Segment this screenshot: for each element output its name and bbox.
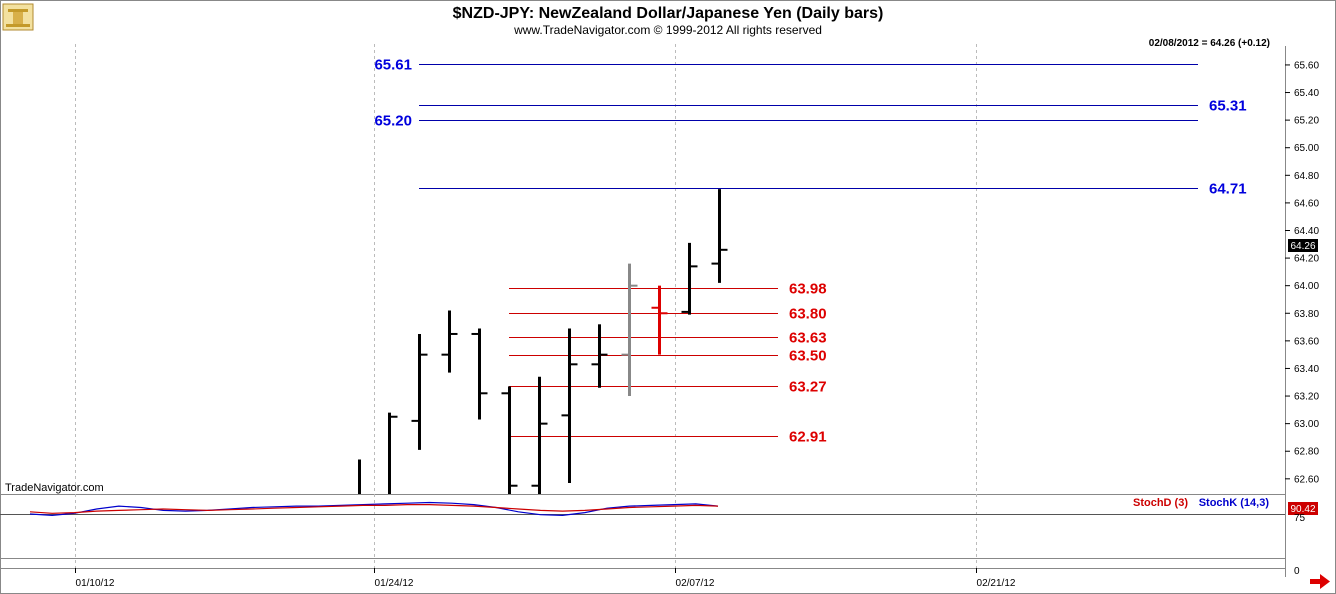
chart-subtitle: www.TradeNavigator.com © 1999-2012 All r…: [513, 23, 822, 37]
y-tick-label: 64.80: [1294, 171, 1319, 182]
y-tick-label: 63.00: [1294, 419, 1319, 430]
y-tick-label: 64.60: [1294, 198, 1319, 209]
x-axis: 01/10/12 01/24/12 02/07/12 02/21/12: [75, 568, 1016, 589]
stochastic-panel: [0, 501, 1285, 517]
x-tick-label: 01/24/12: [375, 578, 414, 589]
y-tick-label: 62.80: [1294, 447, 1319, 458]
price-levels: 65.61 65.31 65.20 64.71 63.98 63.80 63.6363.50…: [374, 57, 1246, 446]
x-tick-label: 02/21/12: [977, 578, 1016, 589]
y-tick-label: 64.20: [1294, 254, 1319, 265]
red-level-label: 63.80: [789, 306, 827, 323]
red-level-label: 63.98: [789, 281, 827, 298]
y-tick-label: 63.40: [1294, 364, 1319, 375]
last-quote-label: 02/08/2012 = 64.26 (+0.12): [1149, 38, 1270, 49]
y-tick-label: 62.60: [1294, 474, 1319, 485]
red-level-label: 63.27: [789, 379, 827, 396]
trade-navigator-logo-icon: [2, 3, 34, 31]
y-tick-label: 63.20: [1294, 392, 1319, 403]
stoch-value-tag: [1288, 502, 1318, 515]
stoch-tick-0: 0: [1294, 566, 1300, 577]
red-level-label: 62.91: [789, 429, 827, 446]
y-tick-label: 65.20: [1294, 116, 1319, 127]
y-tick-label: 63.80: [1294, 309, 1319, 320]
current-price-label: 64.26: [1290, 241, 1315, 252]
y-tick-label: 65.40: [1294, 88, 1319, 99]
blue-level-label: 65.20: [374, 113, 412, 130]
stoch-tick-75: 75: [1294, 513, 1306, 524]
legend-stoch-k: StochK (14,3): [1199, 497, 1270, 509]
y-tick-label: 63.60: [1294, 336, 1319, 347]
watermark-text: TradeNavigator.com: [5, 482, 104, 494]
blue-level-label: 64.71: [1209, 181, 1247, 198]
y-tick-label: 65.60: [1294, 60, 1319, 71]
x-tick-label: 02/07/12: [676, 578, 715, 589]
y-axis: 65.60 65.40 65.20 65.00 64.80 64.60 64.40 64.20…: [1285, 60, 1319, 485]
stoch-d-line: [29, 504, 719, 514]
blue-level-label: 65.61: [374, 57, 412, 74]
x-tick-label: 01/10/12: [76, 578, 115, 589]
chart-title: $NZD-JPY: NewZealand Dollar/Japanese Yen…: [453, 5, 884, 22]
y-tick-label: 65.00: [1294, 143, 1319, 154]
y-tick-label: 64.00: [1294, 281, 1319, 292]
price-bars: [358, 189, 728, 494]
scroll-right-arrow-icon[interactable]: [1310, 574, 1330, 589]
y-tick-label: 64.40: [1294, 226, 1319, 237]
stoch-value-label: 90.42: [1290, 504, 1315, 515]
blue-level-label: 65.31: [1209, 98, 1247, 115]
red-level-label: 63.63: [789, 330, 827, 347]
legend-stoch-d: StochD (3): [1133, 497, 1188, 509]
red-level-label: 63.50: [789, 348, 827, 365]
current-price-tag: [1288, 239, 1318, 252]
